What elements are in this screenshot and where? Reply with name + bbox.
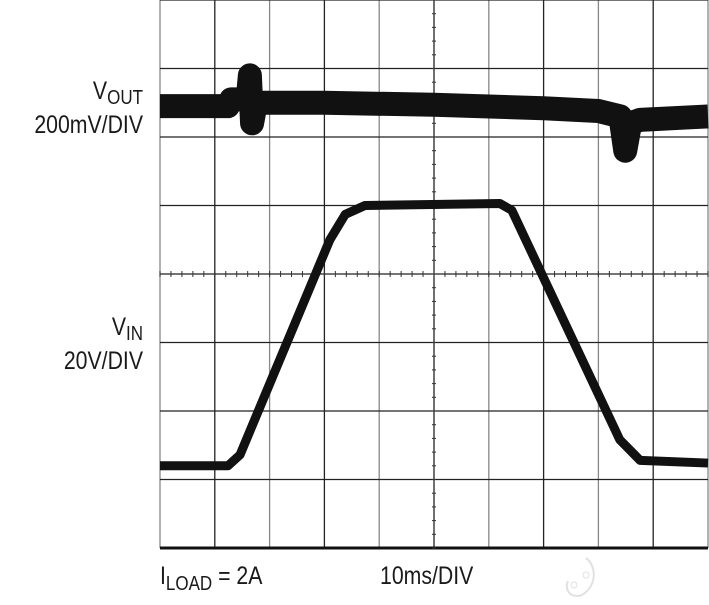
load-annotation: ILOAD = 2A	[160, 562, 262, 596]
vout-label-main: V	[92, 77, 108, 105]
vout-label: VOUT 200mV/DIV	[21, 78, 143, 139]
vout-label-sub: OUT	[107, 87, 143, 109]
x-axis-label: 10ms/DIV	[380, 562, 474, 590]
vin-label: VIN 20V/DIV	[21, 314, 143, 375]
watermark-logo	[562, 555, 702, 600]
vin-label-sub: IN	[126, 323, 143, 345]
load-sub: LOAD	[165, 573, 213, 595]
load-suffix: = 2A	[212, 562, 263, 590]
load-prefix: I	[160, 562, 166, 590]
vout-scale: 200mV/DIV	[34, 111, 143, 139]
vin-label-main: V	[111, 313, 126, 341]
vin-scale: 20V/DIV	[63, 347, 144, 375]
